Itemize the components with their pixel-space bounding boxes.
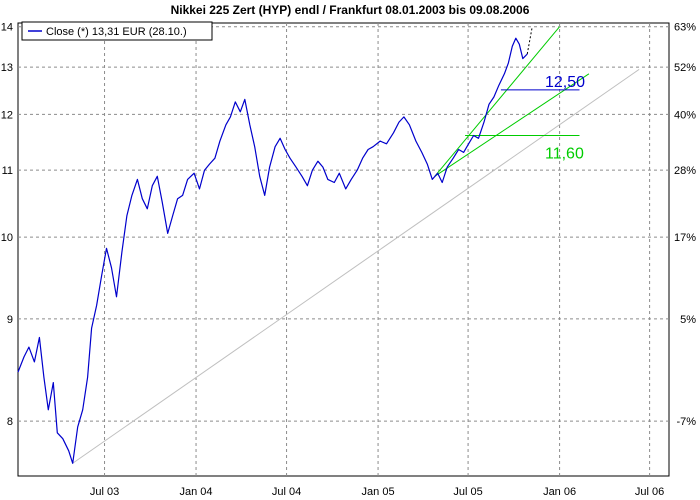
price-annotation-label: 11,60 — [545, 146, 584, 163]
y-right-tick-label: -7% — [676, 416, 696, 428]
series-layer — [17, 37, 528, 464]
legend: Close (*) 13,31 EUR (28.10.) — [21, 21, 213, 41]
y-right-tick-label: 17% — [674, 232, 696, 244]
trendlines — [72, 26, 640, 464]
y-left-tick-label: 8 — [7, 416, 13, 428]
legend-label: Close (*) 13,31 EUR (28.10.) — [46, 26, 187, 38]
y-right-tick-label: 5% — [680, 314, 696, 326]
plot-area — [17, 22, 670, 477]
y-right-tick-label: 63% — [674, 22, 696, 34]
y-left-tick-label: 11 — [2, 165, 13, 177]
y-right-tick-label: 52% — [674, 62, 696, 74]
x-tick-label: Jan 04 — [180, 486, 213, 498]
y-left-tick-label: 9 — [7, 314, 13, 326]
y-left-tick-label: 10 — [1, 232, 13, 244]
trendline — [434, 26, 560, 177]
chart-title: Nikkei 225 Zert (HYP) endl / Frankfurt 0… — [171, 3, 530, 17]
x-tick-label: Jul 04 — [272, 486, 301, 498]
x-tick-label: Jan 05 — [362, 486, 395, 498]
x-tick-label: Jan 06 — [543, 486, 576, 498]
x-tick-label: Jul 06 — [635, 486, 664, 498]
close-price-line — [17, 37, 528, 464]
y-axis-left: 8 9 10 11 12 13 14 — [1, 22, 13, 428]
trendline — [72, 68, 640, 464]
x-tick-label: Jul 05 — [453, 486, 482, 498]
annotations: 12,50 11,60 — [545, 74, 585, 163]
y-axis-right: -7% 5% 17% 28% 40% 52% 63% — [674, 22, 696, 428]
price-annotation-label: 12,50 — [545, 74, 585, 91]
x-tick-label: Jul 03 — [90, 486, 119, 498]
projection-line — [526, 26, 533, 55]
y-left-tick-label: 12 — [1, 109, 13, 121]
y-right-tick-label: 28% — [674, 165, 696, 177]
trendline — [434, 73, 590, 177]
y-left-tick-label: 13 — [1, 62, 13, 74]
x-axis: Jul 03 Jan 04 Jul 04 Jan 05 Jul 05 Jan 06 Jul … — [90, 486, 664, 498]
y-right-tick-label: 40% — [674, 109, 696, 121]
y-left-tick-label: 14 — [1, 22, 13, 34]
legend-box — [21, 21, 213, 41]
